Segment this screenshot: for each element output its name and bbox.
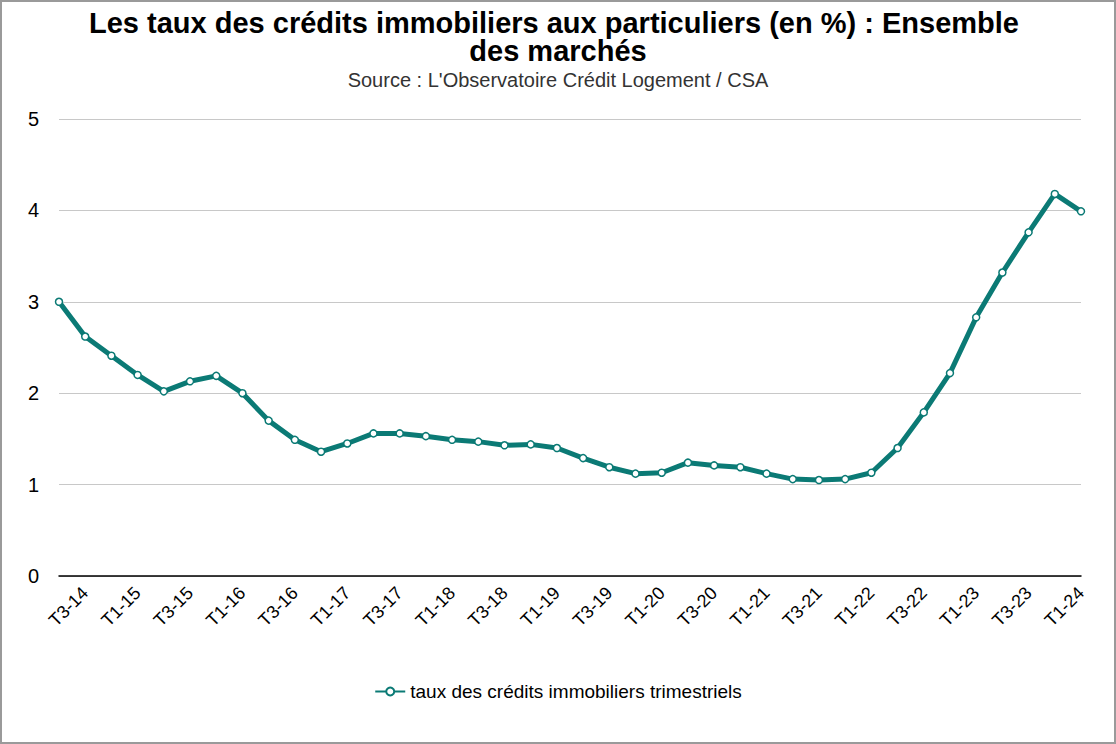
svg-text:2: 2 [28, 382, 39, 404]
svg-text:4: 4 [28, 199, 39, 221]
svg-text:Les taux des crédits immobilie: Les taux des crédits immobiliers aux par… [89, 7, 1027, 39]
svg-text:T1-23: T1-23 [936, 583, 983, 630]
svg-text:des marchés: des marchés [469, 35, 646, 67]
svg-text:T3-23: T3-23 [988, 583, 1035, 630]
svg-text:5: 5 [28, 108, 39, 130]
svg-text:T3-18: T3-18 [464, 583, 511, 630]
svg-text:T3-19: T3-19 [569, 583, 616, 630]
svg-text:taux des crédits immobiliers t: taux des crédits immobiliers trimestriel… [410, 681, 742, 702]
svg-text:Source : L'Observatoire Crédit: Source : L'Observatoire Crédit Logement … [348, 69, 769, 91]
svg-text:T3-22: T3-22 [883, 583, 930, 630]
svg-text:T1-22: T1-22 [831, 583, 878, 630]
svg-text:T1-24: T1-24 [1041, 583, 1088, 630]
svg-text:T1-16: T1-16 [202, 583, 249, 630]
svg-text:T3-14: T3-14 [45, 583, 92, 630]
svg-text:T3-16: T3-16 [255, 583, 302, 630]
svg-text:T3-21: T3-21 [779, 583, 826, 630]
svg-text:T1-21: T1-21 [726, 583, 773, 630]
svg-text:T3-15: T3-15 [150, 583, 197, 630]
svg-text:T3-17: T3-17 [359, 583, 406, 630]
svg-text:T1-17: T1-17 [307, 583, 354, 630]
svg-text:1: 1 [28, 474, 39, 496]
svg-text:T1-15: T1-15 [97, 583, 144, 630]
svg-text:3: 3 [28, 291, 39, 313]
svg-text:T3-20: T3-20 [674, 583, 721, 630]
svg-text:T1-20: T1-20 [621, 583, 668, 630]
svg-text:T1-18: T1-18 [412, 583, 459, 630]
svg-text:0: 0 [28, 565, 39, 587]
svg-text:T1-19: T1-19 [517, 583, 564, 630]
